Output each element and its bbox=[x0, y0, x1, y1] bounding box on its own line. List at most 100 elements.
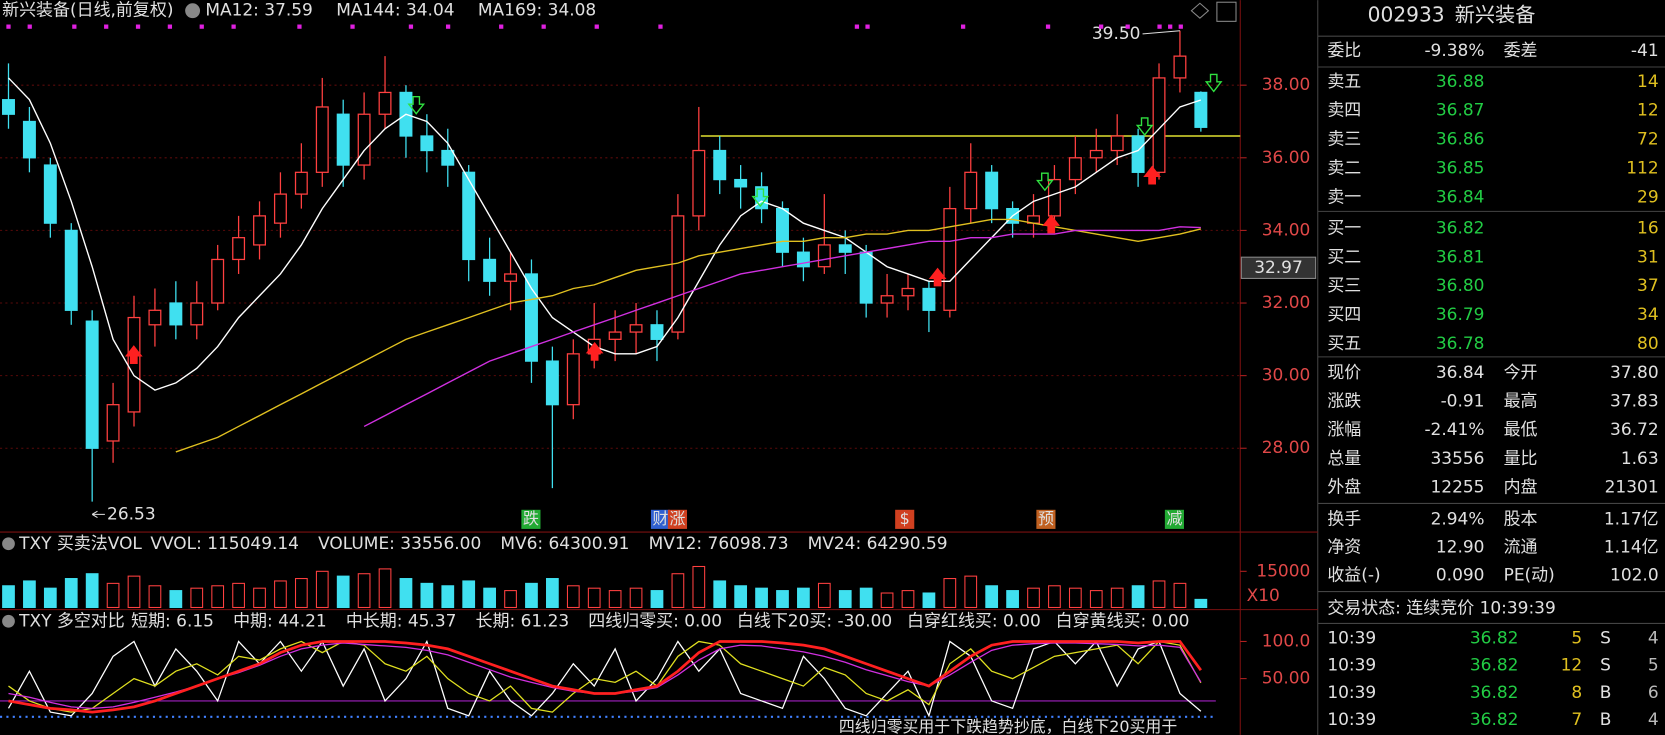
stat-value: 37.83 bbox=[1610, 391, 1659, 411]
event-marker: 预 bbox=[1038, 509, 1054, 528]
candle-body bbox=[692, 149, 706, 217]
buy-arrow bbox=[928, 267, 947, 287]
signal-dot bbox=[1157, 24, 1162, 29]
signal-dot bbox=[499, 24, 504, 29]
volume-bar bbox=[922, 592, 936, 609]
volume-bar bbox=[43, 587, 57, 609]
y-tick-label: 32.00 bbox=[1262, 293, 1311, 313]
stat-label: PE(动) bbox=[1504, 566, 1555, 586]
volume-bar bbox=[148, 585, 162, 609]
volume-bar bbox=[23, 580, 36, 609]
book-volume: 34 bbox=[1637, 305, 1659, 325]
legend-icon bbox=[2, 614, 15, 628]
signal-dot bbox=[167, 24, 173, 29]
signal-dot bbox=[135, 24, 141, 29]
book-price: 36.79 bbox=[1436, 305, 1485, 325]
indicator-title: TXY 多空对比 bbox=[18, 611, 125, 631]
book-price: 36.85 bbox=[1436, 159, 1485, 179]
candle-body bbox=[545, 360, 559, 406]
volume-bar bbox=[1027, 587, 1040, 609]
candle-body bbox=[922, 287, 936, 311]
legend-entry: TXY 买卖法VOL bbox=[18, 534, 142, 554]
stat-label: 总量 bbox=[1327, 449, 1361, 469]
candle-body bbox=[483, 258, 497, 282]
volume-bar bbox=[985, 585, 999, 609]
volume-bar bbox=[336, 575, 350, 609]
volume-bar bbox=[1194, 598, 1208, 609]
book-price: 36.81 bbox=[1436, 247, 1485, 267]
signal-dot bbox=[1125, 24, 1130, 29]
window-button[interactable] bbox=[1216, 1, 1237, 22]
book-volume: 112 bbox=[1626, 159, 1658, 179]
candle-body bbox=[378, 91, 392, 115]
candle-body bbox=[776, 207, 789, 253]
draw-tool-icon[interactable] bbox=[1190, 2, 1210, 19]
book-price: 36.87 bbox=[1436, 101, 1485, 121]
volume-bar bbox=[964, 575, 978, 609]
volume-bar bbox=[357, 573, 371, 609]
book-volume: 16 bbox=[1637, 218, 1659, 238]
candle-body bbox=[1173, 55, 1187, 79]
candle-body bbox=[169, 302, 183, 326]
trade-side: S bbox=[1600, 628, 1611, 648]
sell-arrow bbox=[751, 188, 770, 208]
volume-bar bbox=[483, 587, 496, 609]
stat-label: 最高 bbox=[1504, 391, 1538, 411]
signal-dot bbox=[1099, 24, 1104, 29]
trade-price: 36.82 bbox=[1470, 683, 1519, 703]
volume-bar bbox=[253, 587, 266, 609]
stat-value: 2.94% bbox=[1431, 509, 1485, 529]
volume-bar bbox=[64, 578, 78, 609]
buy-arrow bbox=[585, 341, 604, 361]
candle-body bbox=[504, 273, 518, 282]
stat-value: 36.72 bbox=[1610, 420, 1659, 440]
book-label: 卖三 bbox=[1327, 130, 1361, 150]
legend-entry: MA144: 34.04 bbox=[336, 1, 454, 21]
event-marker: 涨 bbox=[670, 509, 686, 528]
y-tick-label: 34.00 bbox=[1262, 220, 1311, 240]
book-volume: 14 bbox=[1637, 72, 1659, 92]
stat-label: 涨幅 bbox=[1327, 420, 1361, 440]
stat-label: 量比 bbox=[1504, 449, 1538, 469]
candle-body bbox=[1068, 157, 1082, 181]
volume-bar bbox=[1173, 582, 1187, 609]
legend-entry: VOLUME: 33556.00 bbox=[318, 534, 481, 554]
volume-bar bbox=[1006, 590, 1019, 609]
volume-bar bbox=[1131, 585, 1145, 609]
signal-dot bbox=[445, 24, 451, 29]
sell-arrow bbox=[1036, 172, 1054, 192]
y-tick-label: 100.0 bbox=[1262, 631, 1311, 651]
book-label: 买二 bbox=[1327, 247, 1361, 267]
trade-time: 10:39 bbox=[1327, 710, 1376, 730]
book-volume: 80 bbox=[1637, 334, 1659, 354]
volume-bar bbox=[880, 592, 894, 609]
event-marker-box bbox=[1036, 509, 1056, 529]
candle-body bbox=[985, 171, 999, 210]
volume-bar bbox=[127, 575, 141, 609]
trade-volume: 8 bbox=[1571, 683, 1582, 703]
trade-side: B bbox=[1600, 710, 1612, 730]
event-marker: $ bbox=[900, 509, 910, 528]
volume-bar bbox=[797, 587, 810, 609]
trade-count: 4 bbox=[1648, 628, 1659, 648]
volume-bar bbox=[106, 582, 120, 609]
stat-label: 股本 bbox=[1504, 509, 1538, 529]
trade-volume: 7 bbox=[1571, 710, 1582, 730]
buy-arrow bbox=[124, 345, 143, 364]
volume-bar bbox=[525, 582, 538, 609]
volume-bar bbox=[504, 590, 517, 609]
trade-time: 10:39 bbox=[1327, 656, 1376, 676]
candle-body bbox=[1194, 91, 1208, 128]
ma-line bbox=[7, 77, 1202, 391]
legend-entry: 白穿红线买: 0.00 bbox=[907, 611, 1041, 631]
indicator-line bbox=[8, 640, 1202, 714]
stat-value: 12255 bbox=[1430, 477, 1484, 497]
candle-body bbox=[1110, 135, 1124, 152]
volume-bar bbox=[650, 590, 664, 609]
event-marker-box bbox=[895, 509, 915, 529]
volume-bar bbox=[232, 582, 245, 609]
signal-dot bbox=[854, 24, 860, 29]
signal-dot bbox=[297, 24, 302, 29]
